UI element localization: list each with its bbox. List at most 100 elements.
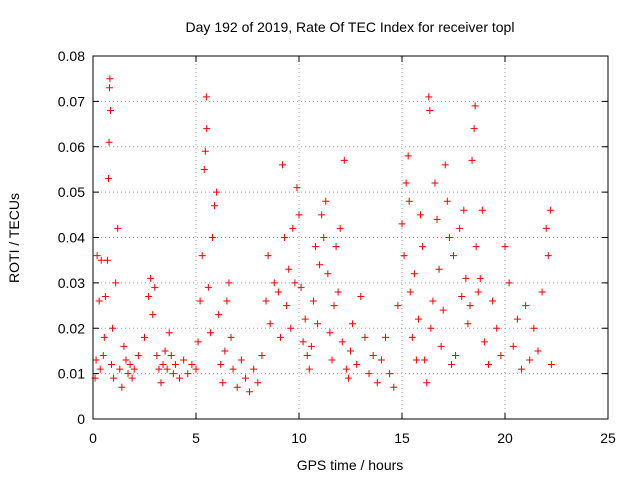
- data-point: [165, 329, 173, 337]
- data-point: [414, 315, 422, 323]
- data-point: [93, 252, 101, 260]
- data-point: [530, 324, 538, 332]
- data-point: [466, 302, 474, 310]
- data-point: [274, 288, 282, 296]
- data-point: [203, 125, 211, 133]
- data-point: [153, 351, 161, 359]
- data-point: [149, 311, 157, 319]
- data-point: [447, 361, 455, 369]
- data-point: [297, 283, 305, 291]
- data-point: [526, 356, 534, 364]
- x-axis-label: GPS time / hours: [297, 457, 404, 473]
- data-point: [452, 351, 460, 359]
- data-point: [410, 270, 418, 278]
- data-point: [412, 356, 420, 364]
- y-tick-label: 0.02: [58, 320, 85, 336]
- data-point: [485, 361, 493, 369]
- data-point: [287, 324, 295, 332]
- data-point: [316, 261, 324, 269]
- data-point: [311, 243, 319, 251]
- data-point: [201, 147, 209, 155]
- data-point: [95, 297, 103, 305]
- x-tick-label: 10: [291, 430, 307, 446]
- data-point: [122, 356, 130, 364]
- data-point: [246, 388, 254, 396]
- data-point: [547, 361, 555, 369]
- data-point: [169, 370, 177, 378]
- data-point: [353, 361, 361, 369]
- data-point: [386, 370, 394, 378]
- data-point: [474, 288, 482, 296]
- data-point: [101, 292, 109, 300]
- data-point: [161, 347, 169, 355]
- data-point: [250, 365, 258, 373]
- data-point: [192, 365, 200, 373]
- data-point: [394, 302, 402, 310]
- data-point: [464, 320, 472, 328]
- data-point: [320, 234, 328, 241]
- data-point: [365, 370, 373, 378]
- data-point: [285, 265, 293, 273]
- data-point: [305, 365, 313, 373]
- axis-ticks: 0 0.01 0.02 0.03 0.04 0.05 0.06 0.07 0.08 0 5 10 15 2…: [58, 48, 616, 446]
- data-point: [130, 365, 138, 373]
- data-point: [314, 320, 322, 328]
- data-point: [188, 361, 196, 369]
- data-point: [180, 356, 188, 364]
- data-point: [107, 106, 115, 114]
- data-point: [276, 333, 284, 341]
- y-tick-label: 0: [77, 411, 85, 427]
- data-point: [225, 279, 233, 287]
- data-point: [382, 333, 390, 341]
- data-point: [513, 315, 521, 323]
- data-point: [221, 347, 229, 355]
- data-point: [340, 156, 348, 164]
- data-point: [100, 333, 108, 341]
- data-point: [258, 351, 266, 359]
- data-point: [450, 252, 457, 260]
- x-tick-label: 0: [89, 430, 97, 446]
- data-point: [211, 202, 219, 210]
- data-point: [493, 324, 501, 332]
- y-tick-label: 0.06: [58, 139, 85, 155]
- data-point: [332, 243, 340, 251]
- data-point: [118, 383, 126, 391]
- data-point: [517, 365, 525, 373]
- x-tick-label: 5: [192, 430, 200, 446]
- data-point: [208, 234, 216, 241]
- data-point: [128, 374, 136, 382]
- data-point: [431, 179, 439, 187]
- data-point: [202, 93, 210, 101]
- data-point: [324, 270, 332, 278]
- data-point: [322, 197, 330, 205]
- data-point: [262, 297, 270, 305]
- data-point: [439, 306, 447, 314]
- y-tick-label: 0.01: [58, 366, 85, 382]
- data-point: [206, 329, 214, 337]
- data-point: [289, 224, 297, 232]
- data-point: [99, 351, 107, 359]
- data-point: [470, 125, 478, 133]
- data-point: [293, 184, 301, 192]
- data-point: [468, 156, 476, 164]
- data-point: [215, 311, 223, 319]
- data-point: [126, 361, 134, 369]
- data-point: [163, 365, 171, 373]
- data-point: [326, 329, 334, 337]
- data-point: [400, 252, 408, 260]
- data-point: [328, 356, 336, 364]
- data-point: [109, 324, 117, 332]
- x-tick-label: 15: [394, 430, 410, 446]
- plot-frame: [92, 55, 609, 420]
- data-point: [344, 374, 352, 382]
- data-point: [227, 333, 235, 341]
- data-point: [270, 279, 278, 287]
- data-point: [429, 297, 437, 305]
- data-point: [369, 351, 377, 359]
- data-point: [198, 252, 206, 260]
- y-tick-label: 0.03: [58, 275, 85, 291]
- data-point: [299, 338, 307, 346]
- data-point: [398, 220, 406, 228]
- data-point: [184, 370, 192, 378]
